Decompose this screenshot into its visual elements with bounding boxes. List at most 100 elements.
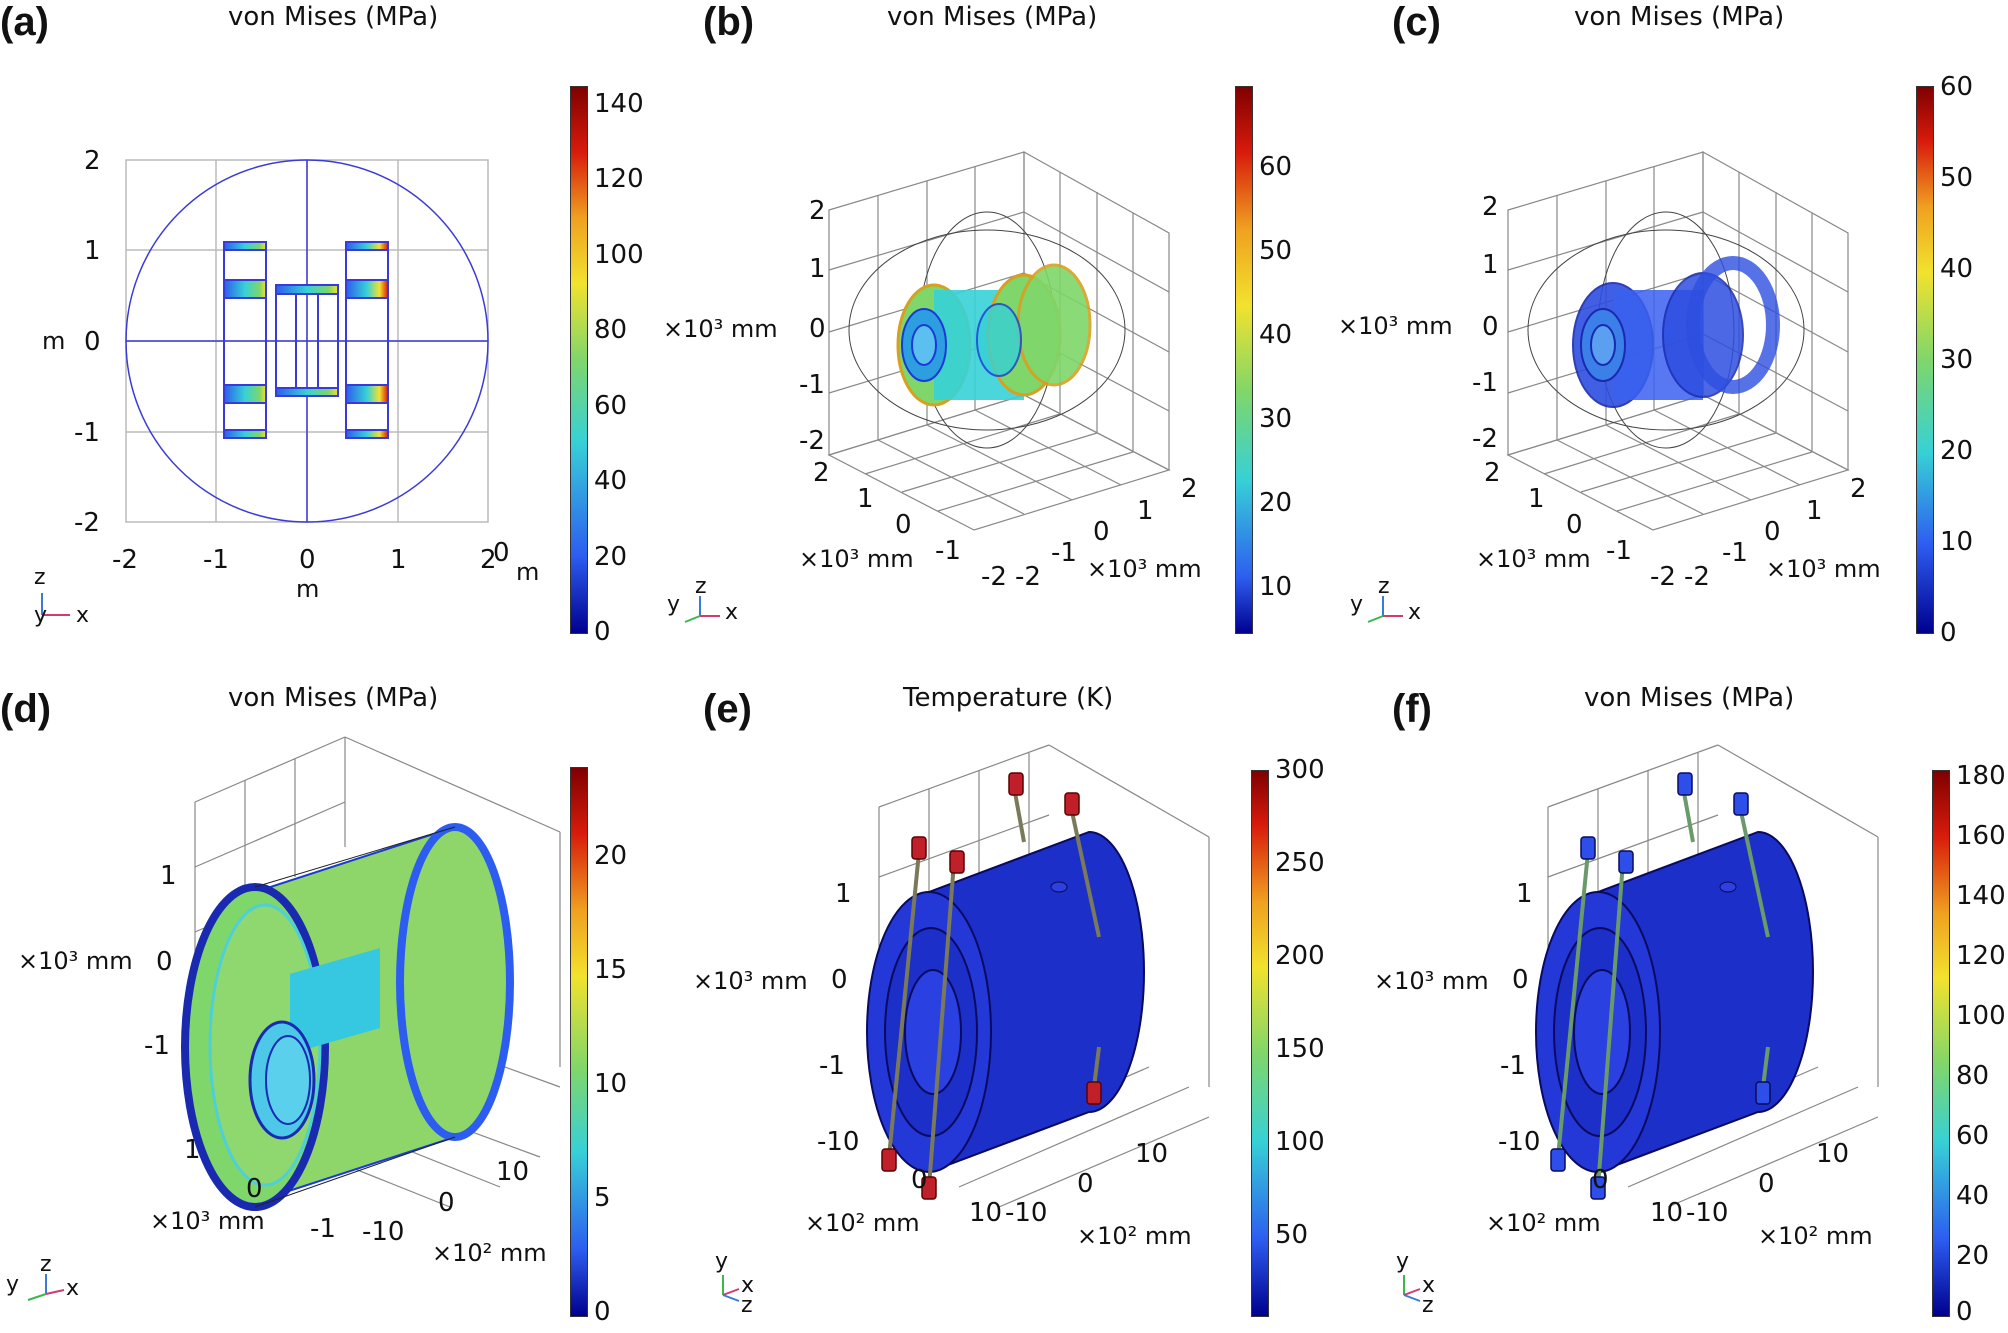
z-tick: 0 — [809, 314, 826, 344]
colorbar — [1235, 86, 1253, 634]
triad-up-label: z — [695, 574, 707, 599]
x-tick: 0 — [299, 545, 316, 575]
left-axis-tick: 10 — [1650, 1198, 1684, 1228]
z-tick: 0 — [1512, 965, 1529, 995]
panel-c: (c) von Mises (MPa) 2 1 0 -1 -2 — [1338, 0, 2007, 666]
z-tick: 0 — [831, 965, 848, 995]
z-axis-unit: ×10³ mm — [18, 947, 133, 975]
z-tick: 2 — [809, 196, 826, 226]
plot-3d-stress — [827, 150, 1171, 531]
colorbar-tick: 180 — [1956, 761, 2006, 791]
z-tick: 1 — [835, 879, 852, 909]
panel-d: (d) von Mises (MPa) 1 0 -1 ×10³ mm 1 0 -… — [0, 667, 669, 1333]
colorbar-tick: 60 — [1956, 1121, 1990, 1151]
current-leads — [1556, 786, 1770, 1188]
right-axis-tick: 1 — [1137, 496, 1154, 526]
panel-label: (b) — [703, 0, 755, 44]
left-axis-unit: ×10² mm — [805, 1209, 920, 1237]
right-axis-unit: ×10³ mm — [1087, 555, 1202, 583]
right-axis-unit: ×10² mm — [1077, 1222, 1192, 1250]
z-tick: -2 — [799, 426, 825, 456]
triad-right-label: x — [1408, 600, 1422, 625]
right-axis-tick: 0 — [1077, 1169, 1094, 1199]
colorbar-tick: 100 — [1956, 1001, 2006, 1031]
right-axis-tick: -2 — [1015, 562, 1041, 592]
axis-triad: z y x — [1348, 574, 1428, 634]
colorbar — [1916, 86, 1934, 634]
triad-left-label: z — [1422, 1293, 1434, 1318]
panel-title: von Mises (MPa) — [1584, 683, 1795, 713]
colorbar-tick: 80 — [594, 315, 628, 345]
colorbar-tick: 20 — [1956, 1241, 1990, 1271]
colorbar-tick: 10 — [594, 1069, 628, 1099]
axis-triad: z y x — [30, 565, 100, 635]
z-tick: 2 — [1482, 192, 1499, 222]
plot-3d-cryostat-stress — [181, 736, 561, 1211]
z-tick: -1 — [144, 1031, 170, 1061]
x-tick: 1 — [390, 545, 407, 575]
left-axis-unit: ×10³ mm — [799, 545, 914, 573]
panel-title: von Mises (MPa) — [228, 2, 439, 32]
colorbar-tick: 200 — [1275, 941, 1325, 971]
z-tick: 0 — [1482, 312, 1499, 342]
lead-terminals — [881, 772, 1102, 1200]
colorbar-tick: 60 — [1940, 72, 1974, 102]
left-axis-tick: -1 — [935, 536, 961, 566]
coil-assembly-3d — [896, 263, 1092, 407]
right-axis-tick: -10 — [1686, 1198, 1729, 1228]
right-axis-tick: 10 — [1135, 1139, 1169, 1169]
colorbar-tick: 300 — [1275, 755, 1325, 785]
right-axis-tick: -10 — [362, 1217, 405, 1247]
y-tick: 1 — [84, 236, 101, 266]
right-axis-tick: -1 — [1722, 538, 1748, 568]
current-leads — [887, 786, 1101, 1188]
left-axis-unit: ×10³ mm — [150, 1207, 265, 1235]
right-axis-tick: -2 — [1684, 562, 1710, 592]
panel-label: (a) — [0, 0, 49, 44]
colorbar-tick: 0 — [1940, 618, 1957, 648]
left-axis-tick: -10 — [817, 1127, 860, 1157]
y-tick: 2 — [84, 146, 101, 176]
axis-triad: y z x — [1390, 1249, 1470, 1319]
colorbar — [1251, 770, 1269, 1317]
panel-title: von Mises (MPa) — [228, 683, 439, 713]
triad-left-label: z — [741, 1293, 753, 1318]
colorbar-tick: 40 — [1259, 320, 1293, 350]
right-axis-tick: -10 — [1005, 1198, 1048, 1228]
colorbar-tick: 100 — [1275, 1127, 1325, 1157]
plot-3d-stress — [1535, 744, 1879, 1208]
triad-right-label: x — [1422, 1273, 1436, 1298]
panel-title: von Mises (MPa) — [887, 2, 1098, 32]
triad-up-label: z — [1378, 574, 1390, 599]
left-axis-tick: 1 — [857, 484, 874, 514]
triad-up-label: z — [40, 1252, 52, 1277]
right-axis-tick: 0 — [1093, 517, 1110, 547]
colorbar-tick: 50 — [1940, 163, 1974, 193]
colorbar-tick: 140 — [594, 89, 644, 119]
left-axis-tick: -1 — [310, 1214, 336, 1244]
triad-right-label: x — [76, 603, 90, 628]
colorbar-tick: 0 — [594, 1297, 611, 1327]
colorbar-tick: 60 — [1259, 152, 1293, 182]
x-tick: 2 — [480, 545, 497, 575]
colorbar-tick: 0 — [594, 617, 611, 647]
axis-triad: y z x — [709, 1249, 789, 1319]
axis-triad: z y x — [4, 1252, 84, 1312]
left-axis-unit: ×10² mm — [1486, 1209, 1601, 1237]
left-axis-tick: 0 — [1592, 1165, 1609, 1195]
z-tick: -1 — [1472, 368, 1498, 398]
triad-right-label: x — [741, 1273, 755, 1298]
z-tick: 1 — [160, 861, 177, 891]
colorbar-tick: 15 — [594, 955, 628, 985]
panel-b: (b) von Mises (MPa) 2 1 0 -1 — [663, 0, 1338, 666]
y-tick: 0 — [84, 327, 101, 357]
left-axis-tick: -10 — [1498, 1127, 1541, 1157]
colorbar-tick: 20 — [594, 542, 628, 572]
x-tick: -1 — [203, 545, 229, 575]
right-axis-tick: 10 — [496, 1157, 530, 1187]
left-axis-tick: 0 — [1566, 510, 1583, 540]
colorbar-tick: 30 — [1259, 404, 1293, 434]
colorbar-tick: 10 — [1940, 527, 1974, 557]
left-axis-tick: 0 — [246, 1174, 263, 1204]
colorbar-tick: 20 — [594, 841, 628, 871]
